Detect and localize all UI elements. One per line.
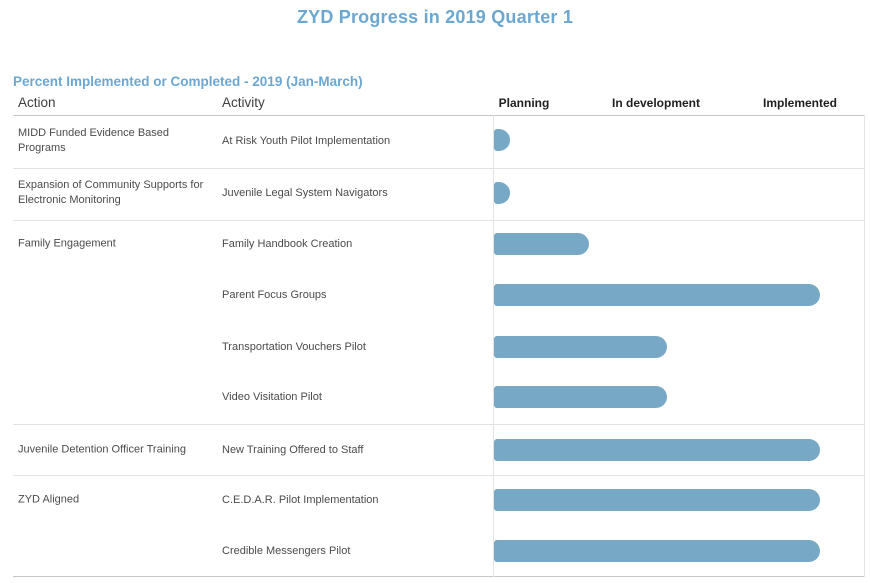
progress-bar[interactable] (494, 386, 667, 408)
row-divider (13, 424, 864, 425)
dashboard-title: ZYD Progress in 2019 Quarter 1 (296, 7, 574, 27)
activity-label: Family Handbook Creation (222, 238, 353, 250)
activity-label: Credible Messengers Pilot (222, 545, 351, 557)
progress-bar[interactable] (494, 439, 820, 461)
column-header-activity: Activity (222, 95, 265, 110)
action-label: Juvenile Detention Officer Training (18, 443, 186, 456)
progress-bar[interactable] (494, 284, 820, 306)
axis-label-implemented: Implemented (762, 96, 838, 110)
progress-bar[interactable] (494, 182, 510, 204)
column-header-action: Action (18, 95, 56, 110)
progress-bar[interactable] (494, 129, 510, 151)
activity-label: Juvenile Legal System Navigators (222, 187, 388, 199)
progress-bar[interactable] (494, 336, 667, 358)
row-divider (13, 168, 864, 169)
action-label: MIDD Funded Evidence Based Programs (18, 127, 170, 154)
header-divider (13, 115, 864, 116)
activity-label: Video Visitation Pilot (222, 391, 322, 403)
row-divider (13, 475, 864, 476)
activity-label: At Risk Youth Pilot Implementation (222, 135, 391, 147)
activity-label: Transportation Vouchers Pilot (222, 341, 366, 353)
bottom-divider (13, 576, 864, 577)
action-label: Expansion of Community Supports for Elec… (18, 179, 204, 206)
progress-bar[interactable] (494, 540, 820, 562)
activity-label: New Training Offered to Staff (222, 444, 364, 456)
action-label: ZYD Aligned (18, 493, 80, 506)
progress-bar[interactable] (494, 489, 820, 511)
row-divider (13, 220, 864, 221)
axis-label-planning: Planning (498, 96, 550, 110)
sheet-title: Percent Implemented or Completed - 2019 … (13, 74, 363, 89)
chart-right-border (864, 115, 865, 577)
progress-bar[interactable] (494, 233, 589, 255)
activity-label: C.E.D.A.R. Pilot Implementation (222, 494, 379, 506)
activity-label: Parent Focus Groups (222, 289, 327, 301)
axis-line (493, 115, 494, 577)
action-label: Family Engagement (18, 237, 116, 250)
axis-label-in-development: In development (611, 96, 701, 110)
